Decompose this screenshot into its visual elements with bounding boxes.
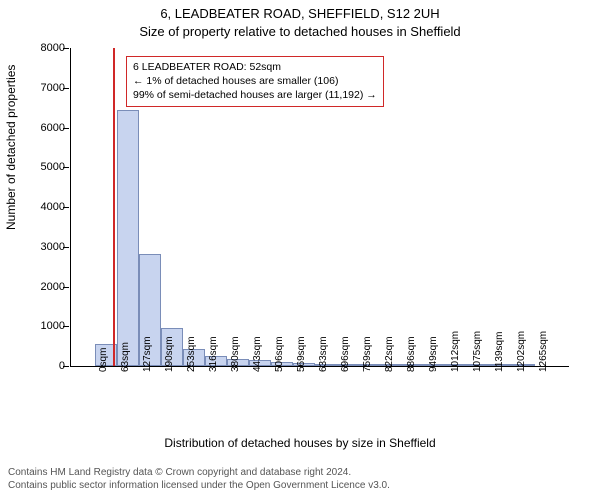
- y-tick-label: 3000: [41, 241, 65, 253]
- x-tick-label: 633sqm: [318, 336, 329, 372]
- x-tick-label: 63sqm: [120, 342, 131, 372]
- y-tick-label: 7000: [41, 82, 65, 94]
- x-tick-label: 380sqm: [230, 336, 241, 372]
- y-tick-label: 4000: [41, 201, 65, 213]
- x-tick-label: 0sqm: [98, 348, 109, 372]
- y-axis-label: Number of detached properties: [4, 65, 18, 230]
- x-tick-label: 1265sqm: [538, 331, 549, 372]
- y-tick-label: 2000: [41, 281, 65, 293]
- x-tick-label: 1139sqm: [494, 332, 505, 372]
- x-tick-label: 949sqm: [428, 336, 439, 372]
- footer-line-2: Contains public sector information licen…: [8, 479, 592, 492]
- property-marker-line: [113, 48, 115, 366]
- y-tick-label: 1000: [41, 320, 65, 332]
- y-tick-label: 8000: [41, 42, 65, 54]
- x-tick-label: 1075sqm: [472, 331, 483, 372]
- x-axis-label: Distribution of detached houses by size …: [0, 436, 600, 450]
- x-tick-label: 696sqm: [340, 336, 351, 372]
- chart-title: Size of property relative to detached ho…: [0, 24, 600, 39]
- annotation-line: 99% of semi-detached houses are larger (…: [133, 88, 377, 102]
- x-tick-label: 316sqm: [208, 336, 219, 372]
- footer-attribution: Contains HM Land Registry data © Crown c…: [0, 466, 600, 492]
- x-tick-label: 886sqm: [406, 336, 417, 372]
- chart-plot-area: 0100020003000400050006000700080000sqm63s…: [70, 48, 569, 367]
- y-tick-label: 5000: [41, 161, 65, 173]
- x-tick-label: 253sqm: [186, 336, 197, 372]
- y-tick-label: 6000: [41, 122, 65, 134]
- x-tick-label: 127sqm: [142, 336, 153, 372]
- page-title-address: 6, LEADBEATER ROAD, SHEFFIELD, S12 2UH: [0, 6, 600, 21]
- histogram-bar: [117, 110, 139, 366]
- x-tick-label: 822sqm: [384, 336, 395, 372]
- x-tick-label: 1202sqm: [516, 331, 527, 372]
- x-tick-label: 569sqm: [296, 336, 307, 372]
- annotation-line: ← 1% of detached houses are smaller (106…: [133, 74, 377, 88]
- x-tick-label: 190sqm: [164, 336, 175, 372]
- x-tick-label: 443sqm: [252, 336, 263, 372]
- x-tick-label: 759sqm: [362, 336, 373, 372]
- y-tick-label: 0: [59, 360, 65, 372]
- annotation-line: 6 LEADBEATER ROAD: 52sqm: [133, 60, 377, 74]
- annotation-box: 6 LEADBEATER ROAD: 52sqm← 1% of detached…: [126, 56, 384, 107]
- footer-line-1: Contains HM Land Registry data © Crown c…: [8, 466, 592, 479]
- x-tick-label: 1012sqm: [450, 331, 461, 372]
- x-tick-label: 506sqm: [274, 336, 285, 372]
